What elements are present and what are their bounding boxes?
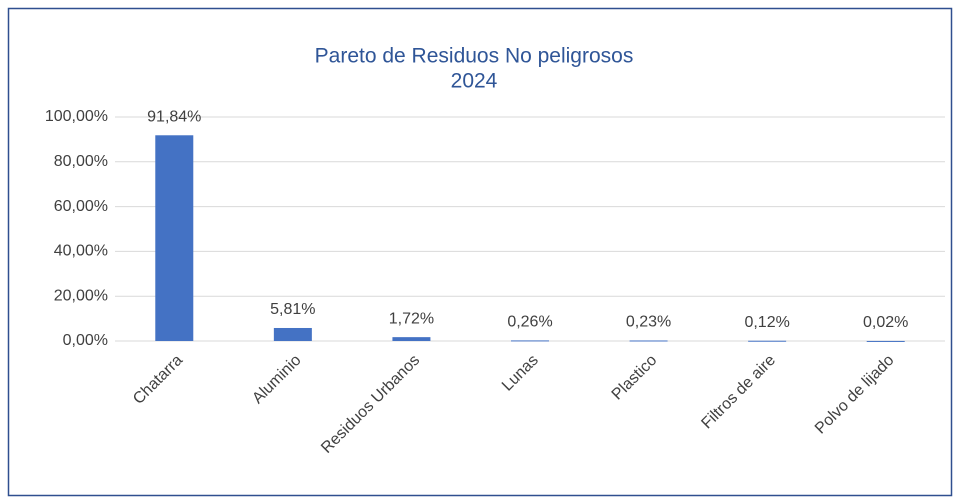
value-label: 91,84%: [147, 108, 201, 125]
bar: [392, 337, 431, 341]
value-label: 0,12%: [744, 314, 789, 331]
value-label: 0,02%: [863, 314, 908, 331]
y-tick-label: 0,00%: [63, 332, 108, 349]
chart-subtitle: 2024: [451, 70, 498, 93]
chart-title: Pareto de Residuos No peligrosos: [315, 45, 634, 68]
value-label: 5,81%: [270, 301, 315, 318]
bar: [748, 340, 787, 342]
y-tick-label: 20,00%: [54, 287, 108, 304]
bar: [273, 327, 312, 341]
bar: [511, 340, 549, 342]
bar: [155, 135, 194, 341]
bar: [629, 340, 668, 342]
y-tick-label: 80,00%: [54, 153, 108, 170]
value-label: 0,23%: [626, 314, 671, 331]
value-label: 1,72%: [389, 310, 434, 327]
value-label: 0,26%: [507, 314, 552, 331]
y-tick-label: 60,00%: [54, 198, 108, 215]
y-tick-label: 100,00%: [45, 108, 108, 125]
y-tick-label: 40,00%: [54, 243, 108, 260]
bar: [866, 340, 905, 342]
